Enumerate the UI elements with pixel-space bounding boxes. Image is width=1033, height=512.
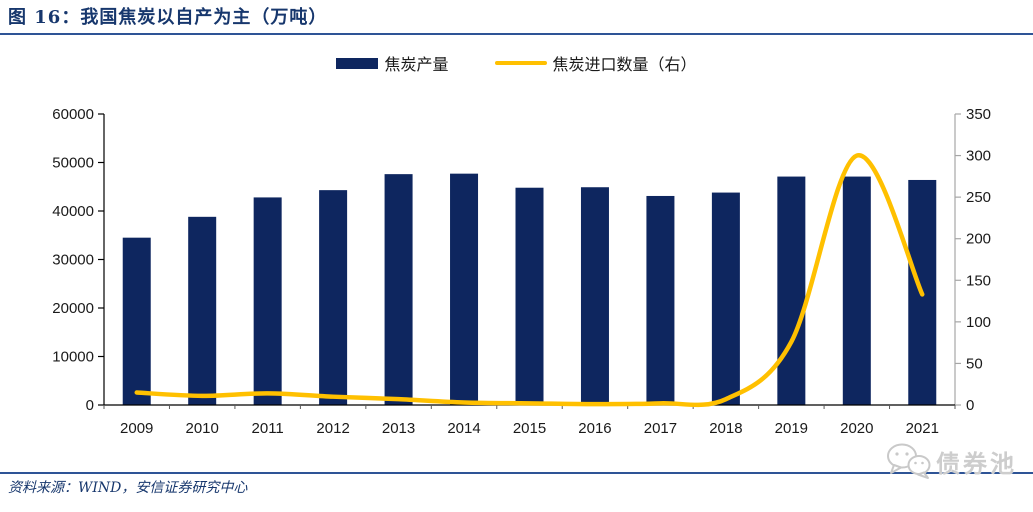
bar-2018 xyxy=(711,192,740,405)
bar-2020 xyxy=(842,176,871,405)
combo-chart: 0 10000 20000 30000 40000 50000 60000 0 50 100 150… xyxy=(52,106,991,437)
figure-title: 图 16：我国焦炭以自产为主（万吨） xyxy=(8,7,328,28)
axis-tick-label: 50000 xyxy=(52,155,94,172)
axis-tick-label: 2012 xyxy=(316,420,349,437)
production-bars xyxy=(122,173,937,405)
wechat-icon xyxy=(887,443,931,479)
bar-2012 xyxy=(319,190,348,405)
axis-tick-label: 10000 xyxy=(52,349,94,366)
axis-tick-label: 2009 xyxy=(120,420,153,437)
axis-tick-label: 2010 xyxy=(186,420,219,437)
axis-tick-label: 300 xyxy=(966,148,991,165)
axis-tick-label: 2019 xyxy=(775,420,808,437)
bar-2011 xyxy=(253,197,282,405)
left-axis: 0 10000 20000 30000 40000 50000 60000 xyxy=(52,106,105,414)
axis-tick-label: 40000 xyxy=(52,203,94,220)
bar-2010 xyxy=(188,216,217,405)
bar-2015 xyxy=(515,187,544,405)
bar-2009 xyxy=(122,237,151,405)
source-note: 资料来源：WIND，安信证券研究中心 xyxy=(8,480,248,496)
axis-tick-label: 2016 xyxy=(578,420,611,437)
x-axis: 2009 2010 2011 2012 2013 2014 2015 2016 2017 2018… xyxy=(103,404,956,437)
bar-2019 xyxy=(777,176,806,405)
axis-tick-label: 100 xyxy=(966,314,991,331)
axis-tick-label: 2021 xyxy=(906,420,939,437)
legend-label-production: 焦炭产量 xyxy=(384,57,449,74)
bar-2017 xyxy=(646,195,675,405)
title-underline xyxy=(0,33,1033,35)
legend-item-production: 焦炭产量 xyxy=(336,51,449,75)
legend-item-imports: 焦炭进口数量（右） xyxy=(494,51,697,75)
axis-tick-label: 2014 xyxy=(447,420,480,437)
axis-tick-label: 2015 xyxy=(513,420,546,437)
line-swatch-icon xyxy=(494,61,547,65)
chart-legend: 焦炭产量 焦炭进口数量（右） xyxy=(0,51,1033,75)
bar-swatch-icon xyxy=(336,57,379,69)
axis-tick-label: 2017 xyxy=(644,420,677,437)
bar-2013 xyxy=(384,174,413,405)
axis-tick-label: 0 xyxy=(966,397,974,414)
bar-2014 xyxy=(450,173,479,405)
bar-2016 xyxy=(580,187,609,405)
axis-tick-label: 2020 xyxy=(840,420,873,437)
axis-tick-label: 30000 xyxy=(52,252,94,269)
axis-tick-label: 250 xyxy=(966,189,991,206)
watermark: 债券池 xyxy=(885,442,1017,480)
axis-tick-label: 350 xyxy=(966,106,991,123)
axis-tick-label: 2013 xyxy=(382,420,415,437)
axis-tick-label: 0 xyxy=(86,397,94,414)
axis-tick-label: 50 xyxy=(966,355,983,372)
imports-line xyxy=(134,153,925,408)
axis-tick-label: 200 xyxy=(966,231,991,248)
axis-tick-label: 150 xyxy=(966,272,991,289)
footer-rule xyxy=(0,472,1033,474)
legend-label-imports: 焦炭进口数量（右） xyxy=(552,57,697,74)
axis-tick-label: 2018 xyxy=(709,420,742,437)
watermark-text: 债券池 xyxy=(936,450,1017,478)
axis-tick-label: 2011 xyxy=(252,420,284,437)
axis-tick-label: 60000 xyxy=(52,106,94,123)
axis-tick-label: 20000 xyxy=(52,300,94,317)
right-axis: 0 50 100 150 200 250 300 350 xyxy=(954,106,991,414)
